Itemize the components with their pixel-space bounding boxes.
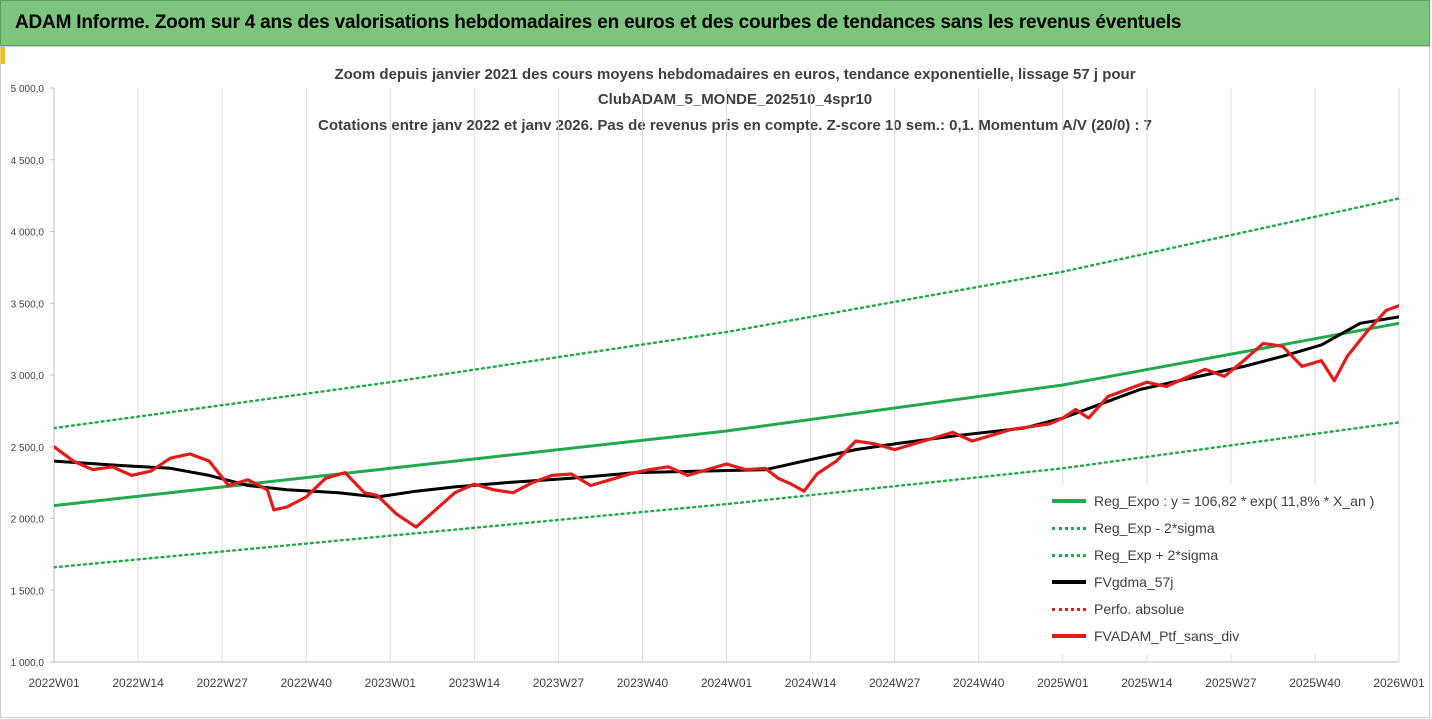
series-fvgdma-line xyxy=(54,315,1399,499)
x-tick-label: 2022W14 xyxy=(112,676,164,690)
legend-swatch-reg-exp-plus xyxy=(1052,553,1086,557)
legend-swatch-perfo-absolue xyxy=(1052,607,1086,611)
x-tick-label: 2023W27 xyxy=(533,676,585,690)
yellow-accent-mark xyxy=(0,46,5,64)
legend-swatch-reg-expo xyxy=(1052,499,1086,503)
legend-label-reg-exp-minus: Reg_Exp - 2*sigma xyxy=(1094,520,1215,536)
legend-item-fvadam: FVADAM_Ptf_sans_div xyxy=(1052,626,1239,646)
legend-label-perfo-absolue: Perfo. absolue xyxy=(1094,601,1185,617)
y-tick-label: 1 500,0 xyxy=(11,586,45,597)
x-tick-label: 2025W14 xyxy=(1121,676,1173,690)
x-tick-label: 2025W01 xyxy=(1037,676,1089,690)
legend-swatch-fvgdma xyxy=(1052,580,1086,584)
series-reg-exp-plus-line xyxy=(54,197,1399,430)
legend-item-reg-exp-minus: Reg_Exp - 2*sigma xyxy=(1052,518,1215,538)
legend-swatch-fvadam xyxy=(1052,634,1086,638)
y-tick-label: 2 500,0 xyxy=(11,443,45,454)
x-tick-label: 2025W27 xyxy=(1205,676,1257,690)
y-tick-label: 3 500,0 xyxy=(11,299,45,310)
y-tick-label: 1 000,0 xyxy=(11,658,45,669)
legend-item-reg-exp-plus: Reg_Exp + 2*sigma xyxy=(1052,545,1218,565)
y-tick-label: 5 000,0 xyxy=(11,84,45,95)
y-tick-label: 4 000,0 xyxy=(11,228,45,239)
series-fvadam-line xyxy=(54,303,1399,529)
x-tick-label: 2022W40 xyxy=(281,676,333,690)
report-banner-title: ADAM Informe. Zoom sur 4 ans des valoris… xyxy=(15,12,1182,33)
x-tick-label: 2026W01 xyxy=(1373,676,1425,690)
legend-item-perfo-absolue: Perfo. absolue xyxy=(1052,599,1184,619)
legend-item-reg-expo: Reg_Expo : y = 106,82 * exp( 11,8% * X_a… xyxy=(1052,491,1374,511)
chart-title-line-1: Zoom depuis janvier 2021 des cours moyen… xyxy=(334,66,1136,83)
x-tick-label: 2023W01 xyxy=(365,676,417,690)
x-tick-label: 2023W14 xyxy=(449,676,501,690)
y-tick-label: 4 500,0 xyxy=(11,156,45,167)
series-reg-exp-minus-line xyxy=(54,421,1399,569)
legend-swatch-reg-exp-minus xyxy=(1052,526,1086,530)
chart-title-line-2: ClubADAM_5_MONDE_202510_4spr10 xyxy=(597,91,873,108)
x-tick-label: 2024W40 xyxy=(953,676,1005,690)
legend-label-fvgdma: FVgdma_57j xyxy=(1094,574,1174,590)
chart-frame xyxy=(0,46,1430,718)
x-tick-label: 2022W01 xyxy=(28,676,80,690)
legend-label-fvadam: FVADAM_Ptf_sans_div xyxy=(1094,628,1240,644)
legend-label-reg-exp-plus: Reg_Exp + 2*sigma xyxy=(1094,547,1219,563)
x-tick-label: 2025W40 xyxy=(1289,676,1341,690)
y-tick-label: 2 000,0 xyxy=(11,515,45,526)
chart-title-line-3: Cotations entre janv 2022 et janv 2026. … xyxy=(318,117,1152,134)
series-reg-expo-line xyxy=(54,321,1399,508)
x-tick-label: 2022W27 xyxy=(196,676,248,690)
x-tick-label: 2024W01 xyxy=(701,676,753,690)
report-banner: ADAM Informe. Zoom sur 4 ans des valoris… xyxy=(0,0,1430,46)
legend-item-fvgdma: FVgdma_57j xyxy=(1052,572,1173,592)
y-tick-label: 3 000,0 xyxy=(11,371,45,382)
x-tick-label: 2023W40 xyxy=(617,676,669,690)
chart-legend: Reg_Expo : y = 106,82 * exp( 11,8% * X_a… xyxy=(1052,484,1392,654)
x-tick-label: 2024W14 xyxy=(785,676,837,690)
legend-label-reg-expo: Reg_Expo : y = 106,82 * exp( 11,8% * X_a… xyxy=(1094,493,1375,509)
x-tick-label: 2024W27 xyxy=(869,676,921,690)
